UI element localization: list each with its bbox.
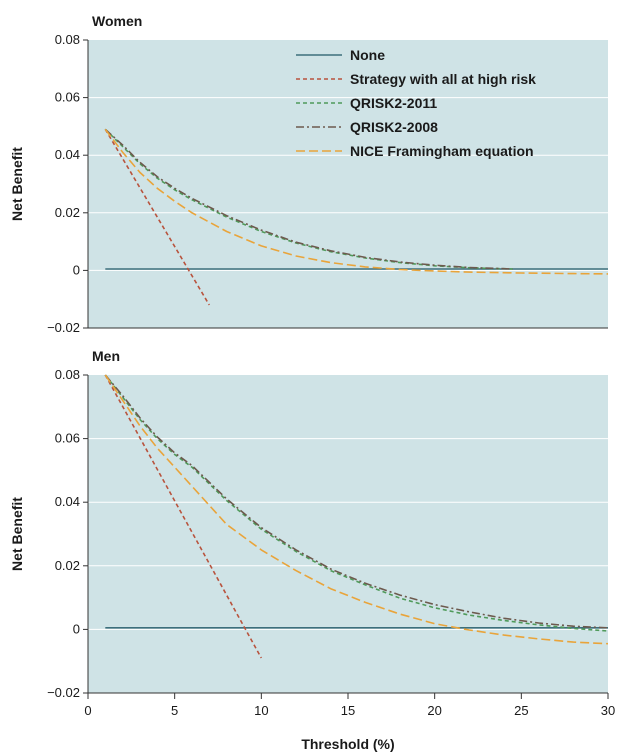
x-tick-label: 5: [171, 703, 178, 718]
plot-area: [88, 40, 608, 328]
x-tick-label: 25: [514, 703, 528, 718]
y-tick-label: 0.02: [55, 558, 80, 573]
legend-label: Strategy with all at high risk: [350, 71, 536, 87]
series-line-qrisk2-2008: [104, 128, 513, 270]
series-line-strategy-with-all-at-high-risk: [104, 374, 263, 659]
x-tick-label: 0: [84, 703, 91, 718]
legend-label: QRISK2-2008: [350, 119, 438, 135]
y-tick-label: 0: [73, 262, 80, 277]
y-tick-label: 0.08: [55, 367, 80, 382]
x-tick-label: 30: [601, 703, 615, 718]
x-tick-label: 15: [341, 703, 355, 718]
plot-area: [88, 375, 608, 693]
y-tick-label: 0.06: [55, 431, 80, 446]
y-tick-label: 0.06: [55, 90, 80, 105]
y-tick-label: 0.08: [55, 32, 80, 47]
y-tick-label: 0.04: [55, 147, 80, 162]
x-tick-label: 10: [254, 703, 268, 718]
series-line-nice-framingham-equation: [104, 374, 609, 645]
legend-label: NICE Framingham equation: [350, 143, 534, 159]
legend: None Strategy with all at high risk QRISK2…: [296, 47, 536, 159]
series-line-qrisk2-2011: [104, 128, 513, 270]
series-line-nice-framingham-equation: [104, 128, 609, 275]
series-line-strategy-with-all-at-high-risk: [104, 128, 210, 306]
y-tick-label: 0.02: [55, 205, 80, 220]
y-tick-label: −0.02: [47, 320, 80, 335]
y-axis-label: Net Benefit: [9, 147, 25, 221]
women-panel: −0.02 0 0.02 0.04 0.06 0.08 Women Net Benefit No…: [9, 13, 609, 335]
legend-label: None: [350, 47, 385, 63]
y-tick-label: 0: [73, 621, 80, 636]
y-axis-label: Net Benefit: [9, 497, 25, 571]
panel-title: Men: [92, 348, 120, 364]
x-axis-label: Threshold (%): [301, 736, 394, 752]
y-tick-label: −0.02: [47, 685, 80, 700]
panel-title: Women: [92, 13, 142, 29]
y-tick-label: 0.04: [55, 494, 80, 509]
series-line-qrisk2-2008: [104, 374, 609, 629]
x-tick-label: 20: [427, 703, 441, 718]
men-panel: −0.02 0 0.02 0.04 0.06 0.08 0 5 10 15 20 25 30 Men Net…: [9, 348, 615, 752]
legend-label: QRISK2-2011: [350, 95, 437, 111]
series-line-qrisk2-2011: [104, 374, 609, 632]
